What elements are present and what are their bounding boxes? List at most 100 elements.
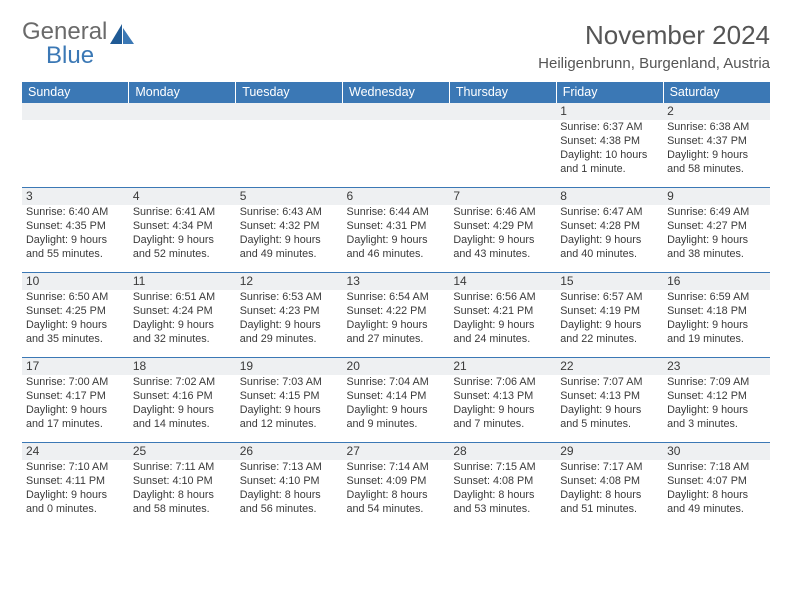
sunset-text: Sunset: 4:23 PM: [240, 305, 339, 319]
day-text: Daylight: 9 hours and 46 minutes.: [347, 234, 446, 262]
calendar-cell: 7Sunrise: 6:46 AMSunset: 4:29 PMDaylight…: [449, 188, 556, 273]
day-text: Daylight: 9 hours and 29 minutes.: [240, 319, 339, 347]
calendar-body: 1Sunrise: 6:37 AMSunset: 4:38 PMDaylight…: [22, 103, 770, 528]
sunset-text: Sunset: 4:12 PM: [667, 390, 766, 404]
day-number: 12: [236, 273, 343, 290]
day-text: Daylight: 9 hours and 43 minutes.: [453, 234, 552, 262]
calendar-cell: [343, 103, 450, 188]
sunset-text: Sunset: 4:21 PM: [453, 305, 552, 319]
day-number: 18: [129, 358, 236, 375]
sunrise-text: Sunrise: 6:59 AM: [667, 291, 766, 305]
sunrise-text: Sunrise: 6:43 AM: [240, 206, 339, 220]
day-number: 15: [556, 273, 663, 290]
weekday-header: Sunday: [22, 82, 129, 103]
day-text: Daylight: 9 hours and 0 minutes.: [26, 489, 125, 517]
sunrise-text: Sunrise: 6:44 AM: [347, 206, 446, 220]
sunset-text: Sunset: 4:31 PM: [347, 220, 446, 234]
calendar-cell: 11Sunrise: 6:51 AMSunset: 4:24 PMDayligh…: [129, 273, 236, 358]
day-text: Daylight: 8 hours and 56 minutes.: [240, 489, 339, 517]
calendar-cell: [236, 103, 343, 188]
day-number: 13: [343, 273, 450, 290]
sunrise-text: Sunrise: 6:56 AM: [453, 291, 552, 305]
calendar-cell: 15Sunrise: 6:57 AMSunset: 4:19 PMDayligh…: [556, 273, 663, 358]
calendar-cell: 1Sunrise: 6:37 AMSunset: 4:38 PMDaylight…: [556, 103, 663, 188]
day-text: Daylight: 9 hours and 24 minutes.: [453, 319, 552, 347]
sunset-text: Sunset: 4:17 PM: [26, 390, 125, 404]
day-number: 6: [343, 188, 450, 205]
calendar-cell: 24Sunrise: 7:10 AMSunset: 4:11 PMDayligh…: [22, 443, 129, 528]
sunset-text: Sunset: 4:24 PM: [133, 305, 232, 319]
day-number: 24: [22, 443, 129, 460]
sunset-text: Sunset: 4:14 PM: [347, 390, 446, 404]
day-text: Daylight: 9 hours and 9 minutes.: [347, 404, 446, 432]
calendar-cell: [129, 103, 236, 188]
day-text: Daylight: 9 hours and 14 minutes.: [133, 404, 232, 432]
weekday-header: Wednesday: [343, 82, 450, 103]
calendar-cell: 23Sunrise: 7:09 AMSunset: 4:12 PMDayligh…: [663, 358, 770, 443]
weekday-header: Tuesday: [236, 82, 343, 103]
sunrise-text: Sunrise: 7:17 AM: [560, 461, 659, 475]
day-text: Daylight: 8 hours and 51 minutes.: [560, 489, 659, 517]
sunset-text: Sunset: 4:38 PM: [560, 135, 659, 149]
day-number: 3: [22, 188, 129, 205]
day-number: 29: [556, 443, 663, 460]
sunset-text: Sunset: 4:27 PM: [667, 220, 766, 234]
sunset-text: Sunset: 4:32 PM: [240, 220, 339, 234]
location-label: Heiligenbrunn, Burgenland, Austria: [538, 55, 770, 72]
day-text: Daylight: 9 hours and 27 minutes.: [347, 319, 446, 347]
sunset-text: Sunset: 4:10 PM: [133, 475, 232, 489]
weekday-header: Thursday: [449, 82, 556, 103]
sunset-text: Sunset: 4:18 PM: [667, 305, 766, 319]
day-number: 2: [663, 103, 770, 120]
day-text: Daylight: 9 hours and 58 minutes.: [667, 149, 766, 177]
calendar-cell: 16Sunrise: 6:59 AMSunset: 4:18 PMDayligh…: [663, 273, 770, 358]
sunrise-text: Sunrise: 6:40 AM: [26, 206, 125, 220]
sunrise-text: Sunrise: 6:37 AM: [560, 121, 659, 135]
day-number-empty: [343, 103, 450, 120]
calendar-cell: 25Sunrise: 7:11 AMSunset: 4:10 PMDayligh…: [129, 443, 236, 528]
sunset-text: Sunset: 4:29 PM: [453, 220, 552, 234]
calendar-cell: 14Sunrise: 6:56 AMSunset: 4:21 PMDayligh…: [449, 273, 556, 358]
sunrise-text: Sunrise: 7:09 AM: [667, 376, 766, 390]
sunrise-text: Sunrise: 6:50 AM: [26, 291, 125, 305]
brand-text: General Blue: [22, 20, 107, 68]
sunset-text: Sunset: 4:08 PM: [453, 475, 552, 489]
day-number: 28: [449, 443, 556, 460]
sunrise-text: Sunrise: 7:07 AM: [560, 376, 659, 390]
calendar-cell: [22, 103, 129, 188]
sunrise-text: Sunrise: 6:49 AM: [667, 206, 766, 220]
day-number: 21: [449, 358, 556, 375]
sunrise-text: Sunrise: 6:57 AM: [560, 291, 659, 305]
calendar-cell: 2Sunrise: 6:38 AMSunset: 4:37 PMDaylight…: [663, 103, 770, 188]
sunrise-text: Sunrise: 7:04 AM: [347, 376, 446, 390]
brand-word1: General: [22, 20, 107, 44]
calendar-cell: 3Sunrise: 6:40 AMSunset: 4:35 PMDaylight…: [22, 188, 129, 273]
header: General Blue November 2024 Heiligenbrunn…: [22, 20, 770, 72]
month-title: November 2024: [538, 20, 770, 51]
sunset-text: Sunset: 4:09 PM: [347, 475, 446, 489]
day-number: 5: [236, 188, 343, 205]
day-number: 7: [449, 188, 556, 205]
sunrise-text: Sunrise: 6:53 AM: [240, 291, 339, 305]
day-text: Daylight: 9 hours and 52 minutes.: [133, 234, 232, 262]
sunrise-text: Sunrise: 6:54 AM: [347, 291, 446, 305]
calendar-week-row: 3Sunrise: 6:40 AMSunset: 4:35 PMDaylight…: [22, 188, 770, 273]
calendar-header-row: Sunday Monday Tuesday Wednesday Thursday…: [22, 82, 770, 103]
calendar-cell: 18Sunrise: 7:02 AMSunset: 4:16 PMDayligh…: [129, 358, 236, 443]
calendar-cell: 19Sunrise: 7:03 AMSunset: 4:15 PMDayligh…: [236, 358, 343, 443]
day-text: Daylight: 8 hours and 58 minutes.: [133, 489, 232, 517]
day-number: 23: [663, 358, 770, 375]
sunset-text: Sunset: 4:15 PM: [240, 390, 339, 404]
sunrise-text: Sunrise: 7:15 AM: [453, 461, 552, 475]
calendar-week-row: 24Sunrise: 7:10 AMSunset: 4:11 PMDayligh…: [22, 443, 770, 528]
day-text: Daylight: 9 hours and 32 minutes.: [133, 319, 232, 347]
weekday-header: Monday: [129, 82, 236, 103]
sunrise-text: Sunrise: 6:47 AM: [560, 206, 659, 220]
day-number-empty: [236, 103, 343, 120]
sunset-text: Sunset: 4:10 PM: [240, 475, 339, 489]
day-text: Daylight: 9 hours and 17 minutes.: [26, 404, 125, 432]
weekday-header: Friday: [556, 82, 663, 103]
sunset-text: Sunset: 4:28 PM: [560, 220, 659, 234]
calendar-cell: 13Sunrise: 6:54 AMSunset: 4:22 PMDayligh…: [343, 273, 450, 358]
calendar-week-row: 17Sunrise: 7:00 AMSunset: 4:17 PMDayligh…: [22, 358, 770, 443]
